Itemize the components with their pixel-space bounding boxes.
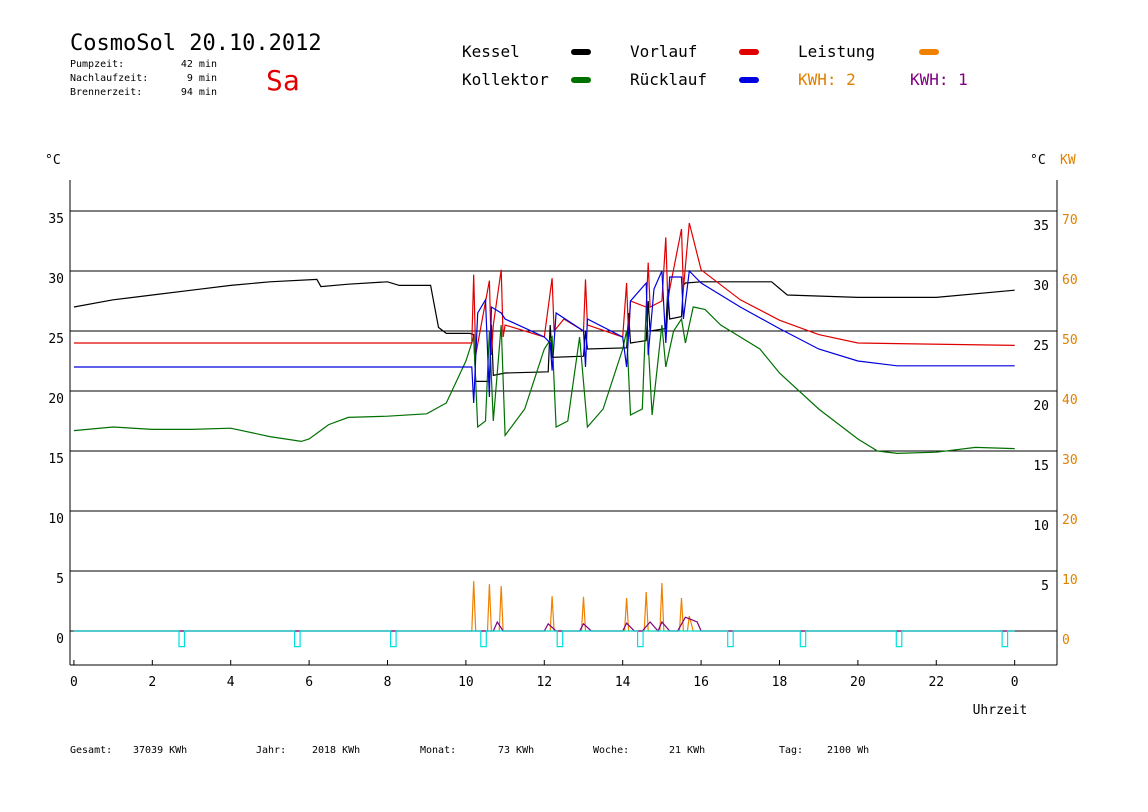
y-right-tick-label: 15 (1033, 459, 1049, 474)
stat-label: Nachlaufzeit: (70, 73, 148, 84)
series-line (73, 306, 1015, 455)
footer-value: 21 KWh (669, 745, 705, 756)
y-right-tick-label: 10 (1033, 519, 1049, 534)
footer-label: Gesamt: (70, 745, 112, 756)
series-line (73, 269, 1015, 404)
footer-label: Jahr: (256, 745, 286, 756)
y2-tick-label: 30 (1062, 453, 1078, 468)
day-label: Sa (266, 64, 300, 97)
x-tick-label: 8 (384, 675, 392, 690)
y-tick-label: 30 (48, 272, 64, 287)
y-tick-label: 20 (48, 392, 64, 407)
y-tick-label: 5 (56, 572, 64, 587)
y-axis-label: °C (45, 153, 61, 168)
y2-axis-label-c: °C (1030, 153, 1046, 168)
y2-tick-label: 50 (1062, 333, 1078, 348)
legend-note: KWH: 1 (910, 70, 968, 89)
footer-label: Monat: (420, 745, 456, 756)
y-right-tick-label: 20 (1033, 399, 1049, 414)
y2-tick-label: 40 (1062, 393, 1078, 408)
stat-label: Brennerzeit: (70, 87, 142, 98)
footer-value: 2018 KWh (312, 745, 360, 756)
footer-label: Tag: (779, 745, 803, 756)
x-tick-label: 16 (693, 675, 709, 690)
x-tick-label: 20 (850, 675, 866, 690)
y2-tick-label: 20 (1062, 513, 1078, 528)
y-tick-label: 10 (48, 512, 64, 527)
x-tick-label: 12 (536, 675, 552, 690)
y2-tick-label: 70 (1062, 213, 1078, 228)
x-tick-label: 14 (615, 675, 631, 690)
x-tick-label: 2 (148, 675, 156, 690)
y-right-tick-label: 5 (1041, 579, 1049, 594)
legend-label: Rücklauf (630, 70, 707, 89)
footer-label: Woche: (593, 745, 629, 756)
x-tick-label: 4 (227, 675, 235, 690)
footer-value: 73 KWh (498, 745, 534, 756)
legend-label: Kessel (462, 42, 520, 61)
stat-value: 42 min (181, 59, 217, 70)
y2-tick-label: 0 (1062, 633, 1070, 648)
y-tick-label: 0 (56, 632, 64, 647)
y2-tick-label: 10 (1062, 573, 1078, 588)
chart-title: CosmoSol 20.10.2012 (70, 31, 322, 56)
legend-note: KWH: 2 (798, 70, 856, 89)
x-tick-label: 22 (928, 675, 944, 690)
y-tick-label: 35 (48, 212, 64, 227)
x-tick-label: 18 (772, 675, 788, 690)
footer-value: 37039 KWh (133, 745, 187, 756)
y2-tick-label: 60 (1062, 273, 1078, 288)
y-right-tick-label: 35 (1033, 219, 1049, 234)
x-axis-label: Uhrzeit (973, 703, 1028, 718)
stat-value: 9 min (187, 73, 217, 84)
x-tick-label: 0 (1011, 675, 1019, 690)
series-line (73, 630, 1015, 648)
legend-label: Kollektor (462, 70, 549, 89)
stat-label: Pumpzeit: (70, 59, 124, 70)
x-tick-label: 10 (458, 675, 474, 690)
x-tick-label: 6 (305, 675, 313, 690)
x-tick-label: 0 (70, 675, 78, 690)
y-right-tick-label: 30 (1033, 279, 1049, 294)
y2-axis-label: KW (1060, 153, 1076, 168)
legend-label: Vorlauf (630, 42, 697, 61)
series-line (73, 222, 1015, 356)
legend-label: Leistung (798, 42, 875, 61)
y-tick-label: 25 (48, 332, 64, 347)
stat-value: 94 min (181, 87, 217, 98)
y-tick-label: 15 (48, 452, 64, 467)
y-right-tick-label: 25 (1033, 339, 1049, 354)
footer-value: 2100 Wh (827, 745, 869, 756)
